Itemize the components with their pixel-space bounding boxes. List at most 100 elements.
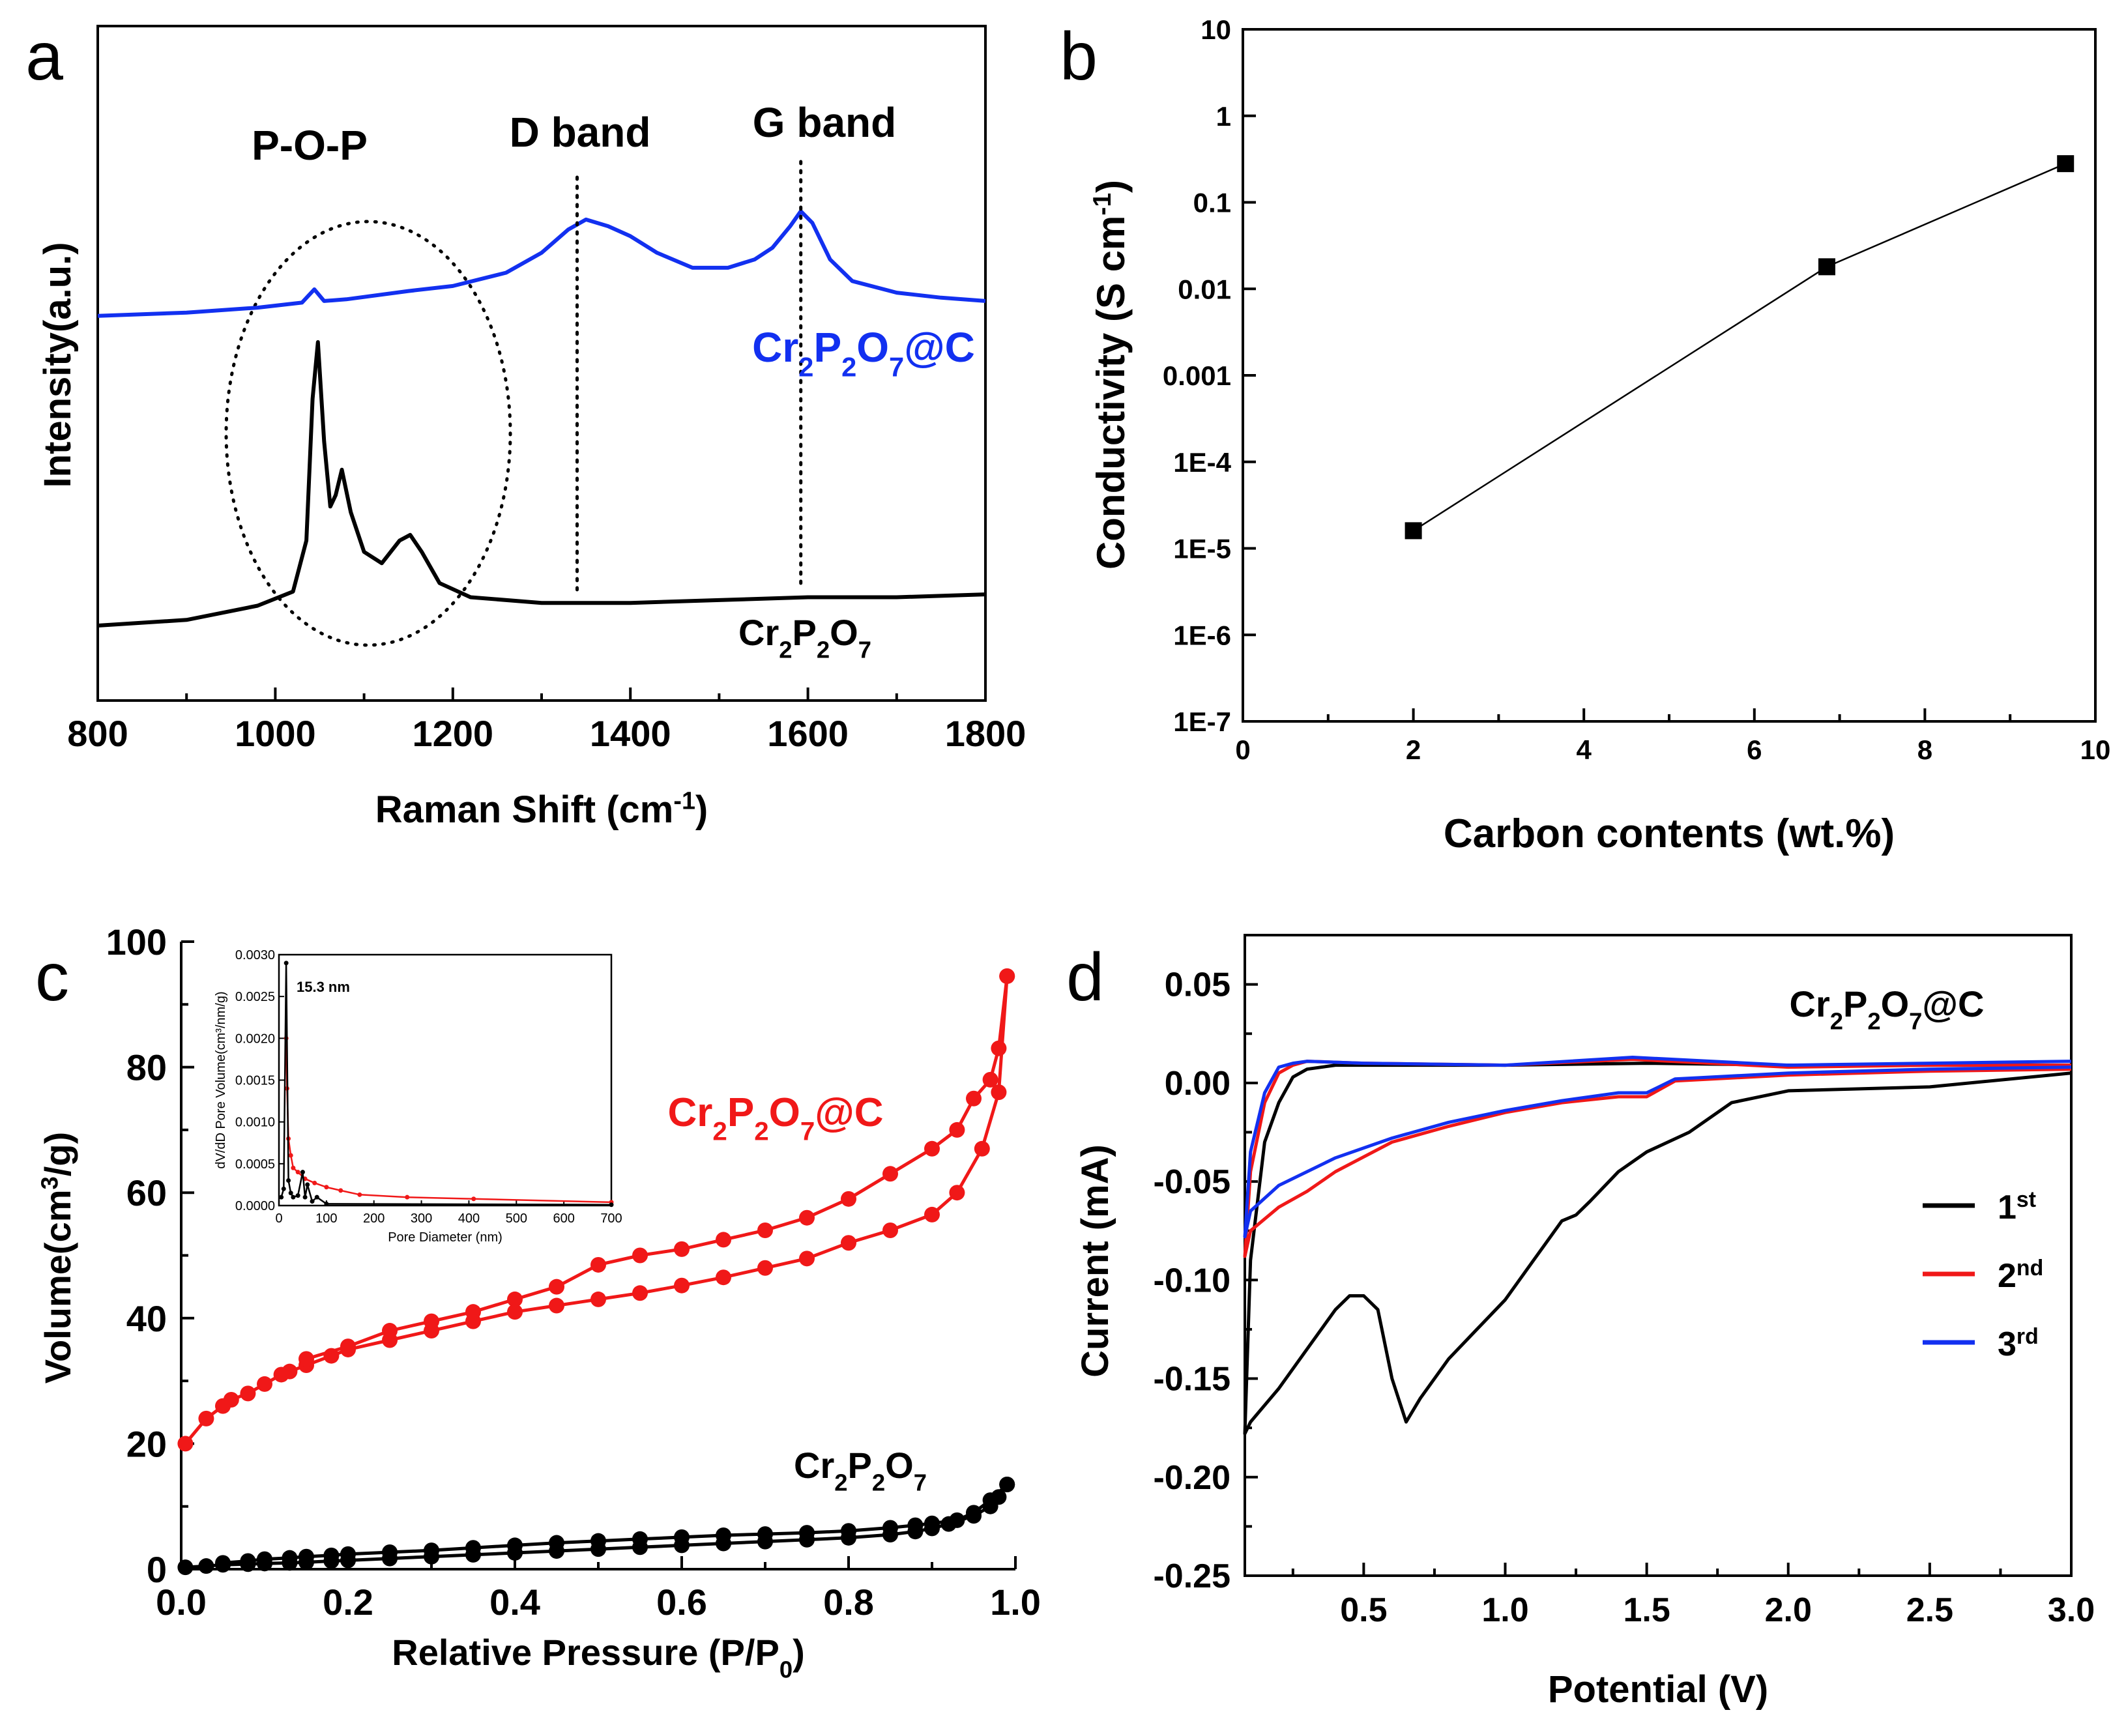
- isotherm-0-point: [257, 1376, 272, 1392]
- isotherm-3-point: [799, 1525, 815, 1541]
- isotherm-3-point: [999, 1476, 1015, 1492]
- y-tick-label-d: -0.20: [1153, 1459, 1230, 1497]
- isotherm-1-point: [841, 1191, 856, 1207]
- panel-c-isotherm: c0.0 0.2 0.4 0.6 0.8 1.0020406080100Relative …: [35, 921, 1041, 1683]
- conductivity-point: [1405, 522, 1422, 540]
- cv-curve-1st: [1243, 1062, 2072, 1436]
- isotherm-3-point: [323, 1547, 340, 1563]
- isotherm-3-point: [549, 1535, 564, 1551]
- legend-label-1st-part: st: [2017, 1187, 2036, 1212]
- isotherm-0-point: [177, 1436, 194, 1452]
- x-tick-label-b: 2: [1406, 734, 1421, 765]
- inset-series-0-point: [295, 1170, 300, 1175]
- inset-y-tick-label: 0.0005: [235, 1157, 275, 1172]
- x-tick-label-a: 1000: [235, 713, 316, 754]
- isotherm-1-point: [949, 1121, 965, 1138]
- pop-region-ellipse: [224, 220, 512, 647]
- series-label-cr2p2o7-c-part: O: [885, 1445, 914, 1486]
- isotherm-1-point: [991, 1040, 1007, 1056]
- isotherm-3-point: [674, 1529, 690, 1545]
- series-line-cr2p2o7-at-c: [97, 209, 986, 318]
- x-tick-label-d: 1.5: [1623, 1591, 1670, 1629]
- panel-d-title-part: @C: [1922, 983, 1984, 1024]
- annotation-pop: P-O-P: [252, 122, 368, 169]
- conductivity-point: [2057, 155, 2075, 173]
- y-axis-label-c: Volume(cm3/g): [36, 1132, 78, 1383]
- series-label-cr2p2o7-c-part: 2: [834, 1469, 847, 1496]
- y-tick-label-d: -0.05: [1153, 1163, 1230, 1201]
- isotherm-1-point: [299, 1351, 314, 1367]
- inset-series-1-point: [305, 1182, 310, 1187]
- x-tick-label-c: 1.0: [990, 1582, 1041, 1623]
- inset-series-1-point: [314, 1194, 319, 1200]
- series-label-cr2p2o7-at-c-c-part: 2: [712, 1117, 727, 1146]
- x-tick-label-c: 0.0: [156, 1582, 207, 1623]
- inset-series-1-point: [279, 1194, 284, 1200]
- y-axis-label-b-part: ): [1089, 180, 1133, 193]
- x-tick-label-d: 2.5: [1906, 1591, 1953, 1629]
- x-axis-label-b: Carbon contents (wt.%): [1444, 811, 1895, 856]
- inset-x-tick-label: 500: [506, 1211, 527, 1226]
- series-label-cr2p2o7-at-c-c-part: Cr: [668, 1090, 713, 1135]
- series-label-cr2p2o7-at-c-part: 2: [841, 351, 856, 382]
- series-label-cr2p2o7-at-c-c-part: @C: [815, 1090, 883, 1135]
- isotherm-0-point: [882, 1222, 898, 1238]
- plot-frame-d: [1244, 934, 2073, 1577]
- inset-annotation: 15.3 nm: [297, 979, 350, 995]
- isotherm-0-point: [716, 1269, 731, 1286]
- panel-d-title-part: O: [1881, 983, 1910, 1024]
- series-label-cr2p2o7-at-c-c-part: 7: [800, 1117, 815, 1146]
- isotherm-3-point: [590, 1533, 606, 1549]
- isotherm-0-point: [974, 1140, 990, 1157]
- legend-label-3rd-part: 3: [1998, 1325, 2017, 1363]
- inset-series-1-point: [302, 1194, 308, 1200]
- y-axis-label-c-part: /g): [37, 1132, 78, 1176]
- x-axis-label-a-part: -1: [673, 787, 695, 815]
- series-label-cr2p2o7: Cr2P2O7: [738, 612, 871, 663]
- inset-y-tick-label: 0.0030: [235, 948, 275, 962]
- isotherm-3-point: [841, 1523, 856, 1539]
- isotherm-0-point: [240, 1385, 256, 1402]
- isotherm-1-point: [757, 1222, 773, 1238]
- isotherm-3-point: [924, 1515, 940, 1531]
- y-tick-label-b: 0.01: [1178, 274, 1231, 304]
- x-axis-label-a-part: Raman Shift (cm: [375, 788, 674, 831]
- legend-label-3rd: 3rd: [1998, 1324, 2039, 1363]
- inset-series-0-point: [357, 1192, 362, 1197]
- y-axis-label-d: Current (mA): [1074, 1144, 1116, 1378]
- isotherm-0-point: [223, 1391, 239, 1408]
- isotherm-1-point: [590, 1256, 606, 1273]
- isotherm-3-point: [465, 1540, 481, 1556]
- x-tick-label-c: 0.4: [489, 1582, 540, 1623]
- annotation-g-band: G band: [753, 99, 896, 146]
- series-label-cr2p2o7-part: O: [830, 612, 858, 653]
- isotherm-1-point: [424, 1313, 439, 1329]
- x-tick-label-c: 0.6: [656, 1582, 707, 1623]
- series-label-cr2p2o7-at-c-part: O: [856, 324, 889, 371]
- x-tick-label-c: 0.2: [323, 1582, 373, 1623]
- isotherm-1-point: [465, 1304, 481, 1320]
- x-tick-label-a: 1200: [413, 713, 494, 754]
- isotherm-0-point: [949, 1185, 965, 1201]
- isotherm-1-point: [340, 1338, 356, 1355]
- y-tick-label-b: 0.1: [1193, 188, 1231, 218]
- isotherm-0-point: [924, 1206, 940, 1222]
- series-label-cr2p2o7-part: 2: [779, 637, 792, 663]
- panel-label-b: b: [1060, 19, 1098, 94]
- isotherm-1-point: [882, 1166, 898, 1182]
- panel-label-d: d: [1066, 940, 1104, 1015]
- inset-x-tick-label: 700: [600, 1211, 622, 1226]
- isotherm-0-point: [549, 1297, 564, 1314]
- legend-label-2nd-part: nd: [2017, 1256, 2043, 1280]
- isotherm-2-point: [198, 1558, 214, 1574]
- inset-x-tick-label: 200: [363, 1211, 385, 1226]
- x-tick-label-b: 4: [1577, 734, 1592, 765]
- x-tick-label-d: 3.0: [2048, 1591, 2095, 1629]
- isotherm-0-point: [841, 1235, 856, 1251]
- x-axis-label-a-part: ): [695, 788, 708, 831]
- y-tick-label-d: 0.00: [1165, 1065, 1230, 1103]
- isotherm-3-point: [215, 1555, 231, 1571]
- y-tick-label-b: 1E-6: [1173, 620, 1231, 650]
- series-label-cr2p2o7-at-c-c-part: O: [769, 1090, 800, 1135]
